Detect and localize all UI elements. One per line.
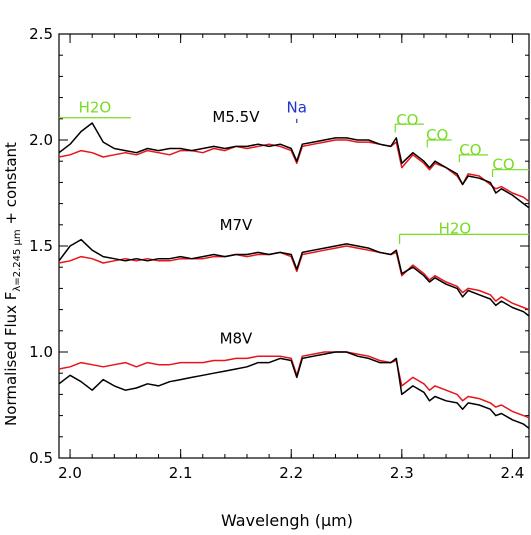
annotation-h2o-label: H2O <box>79 98 112 116</box>
y-tick-label: 0.5 <box>29 449 53 467</box>
y-tick-label: 1.5 <box>29 237 53 255</box>
series-m8v-black <box>58 351 530 429</box>
spectrum-label-m7v: M7V <box>220 216 253 234</box>
annotation-h2o-label: H2O <box>439 219 472 237</box>
y-tick-label: 1.0 <box>29 343 53 361</box>
annotation-co-label: CO <box>396 111 418 129</box>
x-tick-label: 2.1 <box>169 464 193 482</box>
x-tick-label: 2.0 <box>58 464 82 482</box>
y-axis-label: Normalised Flux Fλ=2.245 μm + constant <box>2 142 23 426</box>
annotation-na-label: Na <box>287 98 307 116</box>
series-m5-5v-black <box>58 122 530 209</box>
y-tick-label: 2.5 <box>29 25 53 43</box>
series-m7v-black <box>58 238 530 317</box>
series-group <box>58 122 530 429</box>
axes: 2.0 2.1 2.2 2.3 2.4 0.5 1.0 1.5 2.0 2.5 <box>29 25 530 482</box>
x-tick-label: 2.4 <box>500 464 524 482</box>
annotation-co-label: CO <box>492 156 514 174</box>
series-m8v-red <box>58 351 530 419</box>
series-m7v-red <box>58 245 530 311</box>
y-tick-label: 2.0 <box>29 131 53 149</box>
x-axis-label: Wavelengh (μm) <box>221 511 353 530</box>
annotation-co-label: CO <box>459 141 481 159</box>
spectrum-labels: M5.5V M7V M8V <box>212 108 260 348</box>
x-tick-label: 2.2 <box>279 464 303 482</box>
y-axis-label-tail: + constant <box>2 142 20 229</box>
feature-annotations: H2O Na CO CO CO CO H2O <box>59 98 529 244</box>
x-tick-label: 2.3 <box>390 464 414 482</box>
spectrum-label-m5-5v: M5.5V <box>212 108 260 126</box>
y-axis-label-main: Normalised Flux F <box>2 292 20 426</box>
spectrum-label-m8v: M8V <box>220 330 253 348</box>
annotation-co-label: CO <box>426 126 448 144</box>
y-axis-label-subscript: λ=2.245 μm <box>12 229 23 291</box>
